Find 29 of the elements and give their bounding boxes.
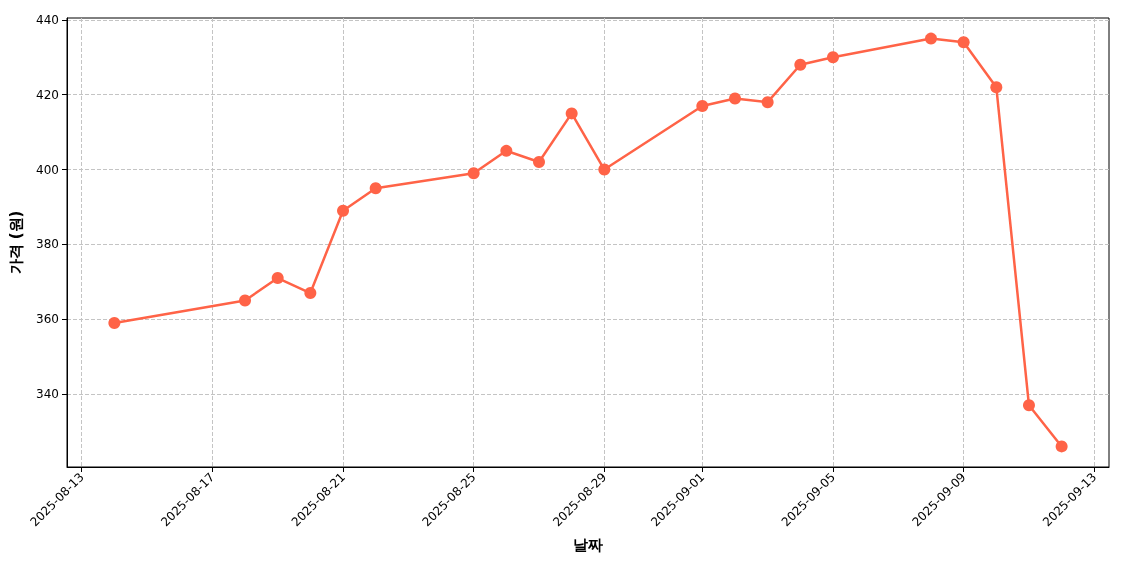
y-tick-label: 420 xyxy=(36,87,59,102)
point xyxy=(304,287,317,300)
point xyxy=(957,36,970,49)
y-tick-label: 380 xyxy=(36,237,59,252)
y-tick-label: 400 xyxy=(36,162,59,177)
point xyxy=(598,163,611,176)
point xyxy=(1022,399,1035,412)
y-tick-label: 340 xyxy=(36,387,59,402)
point xyxy=(729,92,741,105)
point xyxy=(1055,440,1068,453)
point xyxy=(761,96,774,109)
y-tick-label: 440 xyxy=(36,12,59,27)
y-tick-label: 360 xyxy=(36,312,59,327)
point xyxy=(239,294,252,307)
point xyxy=(500,144,513,157)
point xyxy=(990,81,1003,94)
point xyxy=(924,32,937,45)
x-axis-title: 날짜 xyxy=(573,535,603,554)
point xyxy=(337,204,350,217)
point xyxy=(108,316,121,329)
point xyxy=(696,99,709,112)
point xyxy=(467,167,480,180)
point xyxy=(565,107,578,120)
point xyxy=(794,58,807,71)
point xyxy=(827,51,839,64)
y-axis-title: 가격 (원) xyxy=(6,210,25,275)
point xyxy=(533,156,545,169)
point xyxy=(271,272,284,285)
point xyxy=(369,182,382,195)
